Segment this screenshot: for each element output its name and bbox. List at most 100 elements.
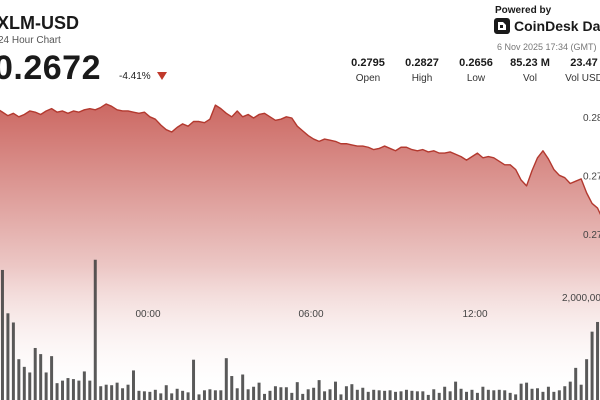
stat-label: Vol xyxy=(523,73,537,84)
stat-value: 0.2795 xyxy=(351,57,385,69)
volume-bar xyxy=(164,385,168,400)
price-area xyxy=(0,103,600,400)
volume-bar xyxy=(355,389,359,400)
volume-bar xyxy=(268,390,272,400)
volume-bar xyxy=(39,354,43,400)
volume-bar xyxy=(33,347,37,400)
chart-subtitle: 24 Hour Chart xyxy=(0,35,61,46)
volume-bar xyxy=(530,388,534,400)
volume-bar xyxy=(563,386,567,400)
brand-logo: CoinDesk Data xyxy=(494,18,600,34)
volume-bar xyxy=(426,394,430,400)
volume-bar xyxy=(230,376,234,400)
volume-bar xyxy=(273,386,277,400)
stat-vol: 85.23 M Vol xyxy=(500,57,560,84)
volume-bar xyxy=(22,366,26,400)
volume-bar xyxy=(132,370,135,400)
volume-bar xyxy=(186,392,190,400)
volume-bar xyxy=(525,382,529,400)
stat-label: Low xyxy=(466,73,486,84)
volume-bar xyxy=(486,389,490,400)
volume-bar xyxy=(104,384,108,400)
volume-bar xyxy=(148,391,152,400)
volume-bar xyxy=(284,387,288,400)
volume-bar xyxy=(568,381,572,400)
volume-bar xyxy=(197,394,201,400)
volume-bar xyxy=(334,381,337,400)
price-change: -4.41% xyxy=(119,71,151,82)
volume-bar xyxy=(301,393,305,400)
x-tick-label: 12:00 xyxy=(462,309,487,320)
volume-bar xyxy=(61,380,65,400)
volume-bar xyxy=(44,372,48,400)
volume-bar xyxy=(312,387,316,400)
volume-bar xyxy=(257,382,261,400)
coindesk-logo-icon xyxy=(494,18,510,34)
volume-bar xyxy=(235,388,239,400)
volume-bar xyxy=(465,391,469,400)
volume-bar xyxy=(470,389,474,400)
volume-bar xyxy=(175,388,179,400)
volume-bar xyxy=(432,389,436,400)
timestamp: 6 Nov 2025 17:34 (GMT) xyxy=(497,42,597,52)
volume-bar xyxy=(475,392,479,400)
stat-high: 0.2827 High xyxy=(392,57,452,84)
volume-bar xyxy=(404,389,408,400)
volume-bar xyxy=(377,390,381,400)
volume-bar xyxy=(50,356,54,400)
stat-value: 0.2656 xyxy=(459,57,493,69)
volume-bar xyxy=(263,393,267,400)
volume-bar xyxy=(399,391,403,400)
volume-bar xyxy=(454,381,458,400)
y-tick-label: 0.27 xyxy=(583,230,600,241)
stat-label: Vol USD xyxy=(565,73,600,84)
volume-bar xyxy=(415,391,419,400)
volume-bar xyxy=(246,389,250,400)
volume-bar xyxy=(252,386,256,400)
volume-bar xyxy=(82,371,86,400)
volume-bar xyxy=(208,389,212,400)
volume-bar xyxy=(459,388,463,400)
volume-bar xyxy=(508,392,512,400)
x-tick-label: 00:00 xyxy=(135,309,160,320)
volume-bar xyxy=(546,386,550,400)
volume-bar xyxy=(0,269,4,400)
volume-bar xyxy=(574,367,578,400)
volume-bar xyxy=(514,394,518,400)
volume-bar xyxy=(71,379,75,400)
volume-bar xyxy=(394,391,398,400)
volume-bar xyxy=(55,383,59,400)
volume-bar xyxy=(448,391,452,400)
volume-bar xyxy=(361,387,365,400)
volume-bar xyxy=(279,387,283,400)
pair-title: XLM-USD xyxy=(0,13,79,33)
volume-bar xyxy=(88,380,92,400)
volume-bar xyxy=(6,313,10,400)
volume-bar xyxy=(137,390,141,400)
volume-bar xyxy=(241,374,245,400)
volume-bar xyxy=(552,391,556,400)
volume-bar xyxy=(181,390,185,400)
y-tick-label: 0.275 xyxy=(583,172,600,183)
volume-bar xyxy=(66,378,70,400)
volume-bar xyxy=(170,393,174,400)
volume-bar xyxy=(503,390,507,400)
volume-bar xyxy=(519,383,523,400)
volume-bar xyxy=(366,391,370,400)
volume-bar xyxy=(121,388,125,400)
volume-bar xyxy=(159,393,163,400)
stat-label: High xyxy=(411,73,433,84)
volume-bar xyxy=(328,389,332,400)
down-arrow-icon xyxy=(157,72,167,80)
volume-bar xyxy=(323,391,327,400)
volume-bar xyxy=(202,390,206,400)
volume-bar xyxy=(93,259,97,400)
volume-bar xyxy=(142,391,146,400)
volume-tick-label: 2,000,000 xyxy=(562,293,600,304)
volume-bar xyxy=(290,392,294,400)
volume-bar xyxy=(481,386,485,400)
volume-bar xyxy=(126,384,130,400)
powered-by-label: Powered by xyxy=(495,5,552,16)
volume-bar xyxy=(11,322,15,400)
volume-bar xyxy=(492,390,496,400)
